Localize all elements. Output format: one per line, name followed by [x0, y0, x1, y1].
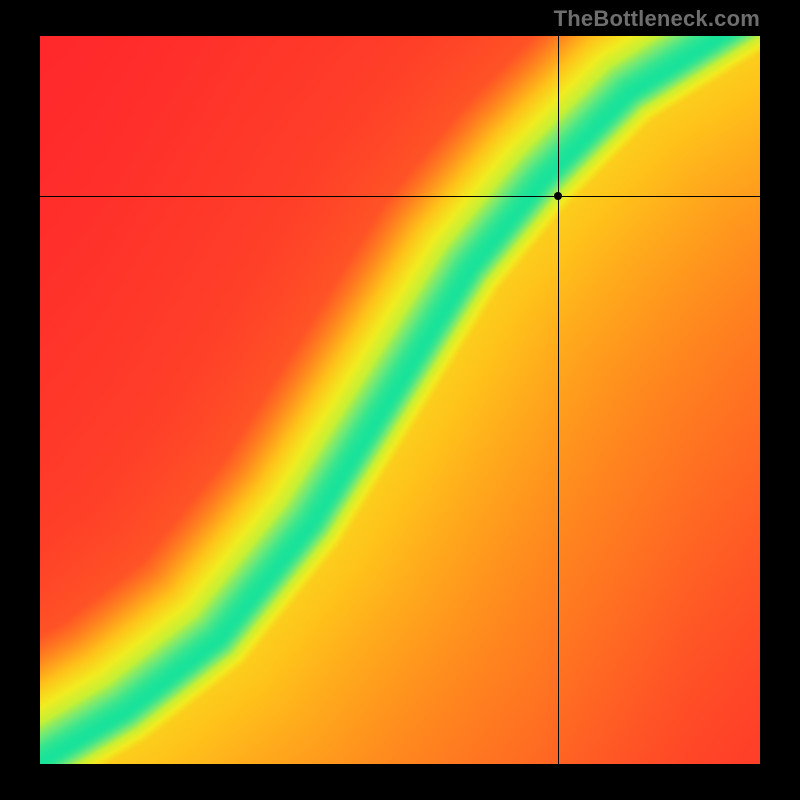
root: TheBottleneck.com	[0, 0, 800, 800]
bottleneck-heatmap	[40, 36, 760, 764]
watermark-label: TheBottleneck.com	[554, 6, 760, 32]
crosshair-point	[554, 192, 562, 200]
plot-area	[40, 36, 760, 764]
crosshair-vertical	[558, 36, 559, 764]
crosshair-horizontal	[40, 196, 760, 197]
